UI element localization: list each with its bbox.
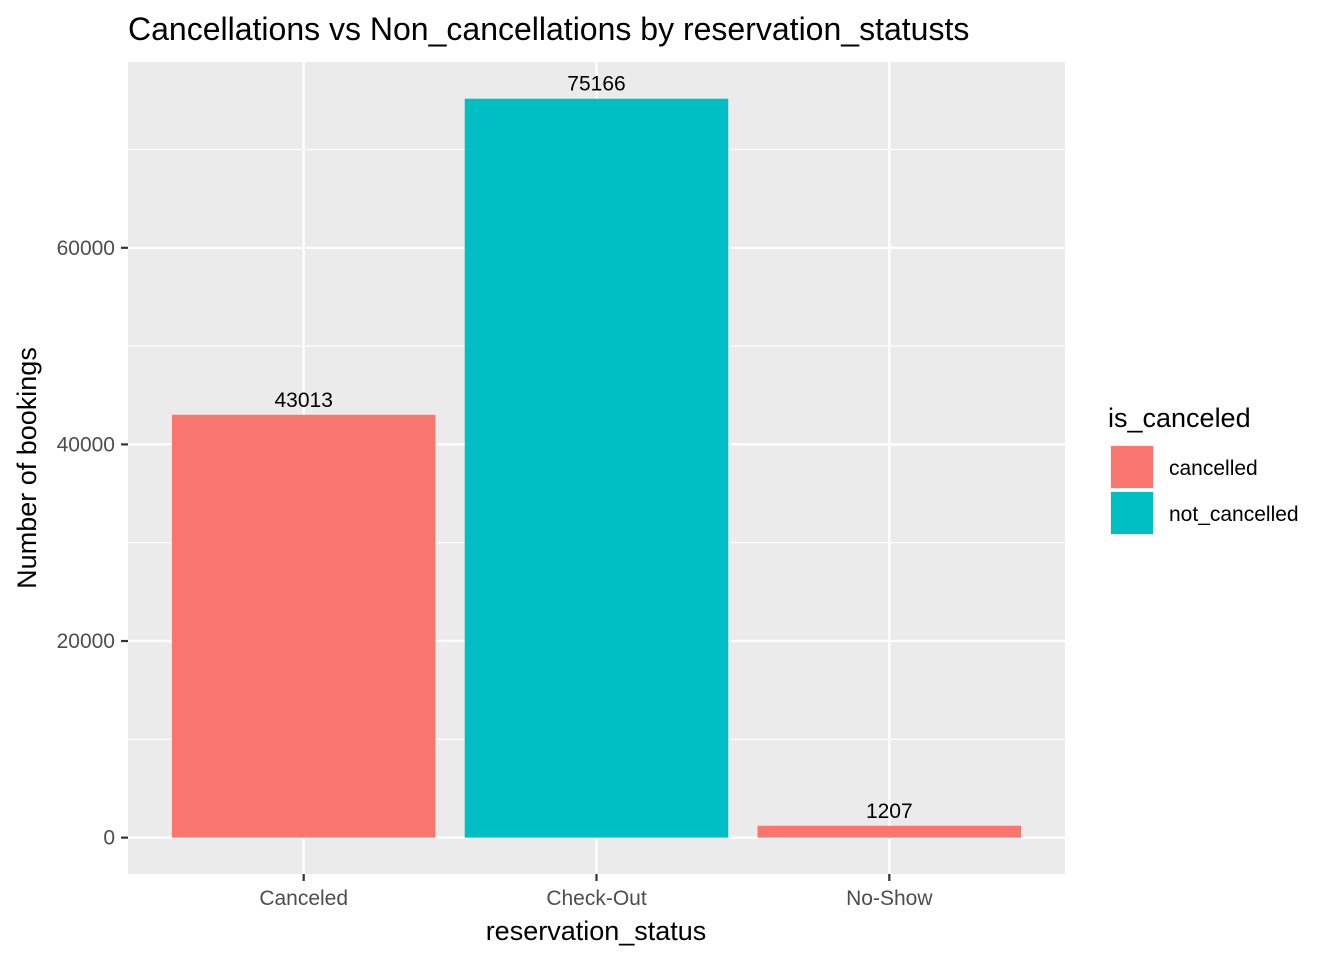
legend-swatch-0 [1111,446,1153,488]
legend: is_canceled cancelled not_cancelled [1108,403,1299,535]
legend-title: is_canceled [1108,403,1251,433]
bars [171,98,1022,838]
data-label-2: 1207 [866,800,913,823]
y-tick-label-2: 40000 [57,433,115,456]
data-labels: 43013 75166 1207 [274,73,912,823]
x-tick-label-0: Canceled [259,887,348,910]
x-axis: Canceled Check-Out No-Show [259,874,933,910]
x-tick-label-2: No-Show [846,887,933,910]
legend-swatch-1 [1111,492,1153,534]
data-label-0: 43013 [274,389,332,412]
y-tick-label-0: 0 [103,827,115,850]
data-label-1: 75166 [567,73,625,96]
y-axis: 0 20000 40000 60000 [57,237,128,850]
legend-label-0: cancelled [1169,457,1258,480]
x-axis-title: reservation_status [486,916,707,946]
bar-canceled [171,414,436,838]
x-tick-label-1: Check-Out [546,887,647,910]
y-tick-label-1: 20000 [57,630,115,653]
bar-no-show [757,825,1022,838]
chart-title: Cancellations vs Non_cancellations by re… [128,11,969,47]
y-axis-title: Number of bookings [12,347,42,589]
bar-check-out [464,98,729,838]
legend-label-1: not_cancelled [1169,503,1299,526]
y-tick-label-3: 60000 [57,237,115,260]
legend-entries: cancelled not_cancelled [1110,445,1299,535]
